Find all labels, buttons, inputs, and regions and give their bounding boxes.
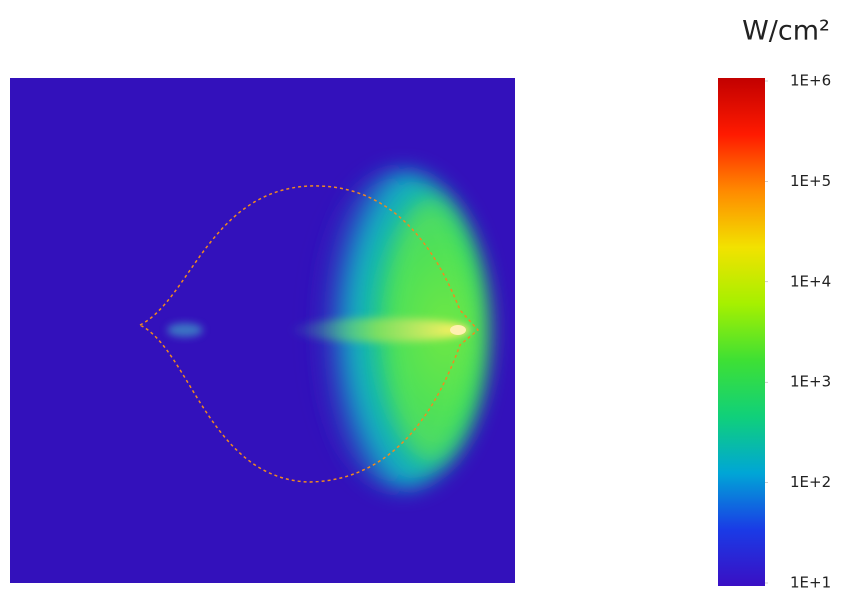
colorbar-tick-label: 1E+6: [790, 72, 831, 90]
colorbar-tick-label: 1E+1: [790, 574, 831, 592]
intensity-streak: [290, 318, 470, 342]
colorbar-tick-label: 1E+3: [790, 373, 831, 391]
colorbar-tick-label: 1E+2: [790, 473, 831, 491]
heatmap: [10, 78, 515, 583]
intensity-spot: [167, 323, 203, 337]
colorbar-tick-label: 1E+4: [790, 272, 831, 290]
boundary-outline: [138, 185, 480, 483]
colorbar: [718, 78, 765, 586]
intensity-peak: [450, 325, 466, 335]
colorbar-label: W/cm²: [742, 16, 830, 47]
colorbar-tick-label: 1E+5: [790, 172, 831, 190]
